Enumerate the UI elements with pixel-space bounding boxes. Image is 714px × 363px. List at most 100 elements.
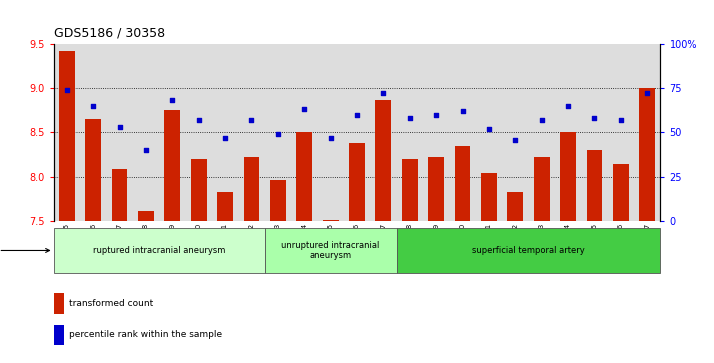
Bar: [608, 44, 634, 221]
Bar: [344, 44, 370, 221]
Bar: [111, 169, 127, 221]
Point: [589, 115, 600, 121]
Bar: [164, 110, 180, 221]
Point: [219, 135, 231, 141]
Point: [563, 103, 574, 109]
Point: [510, 137, 521, 143]
Bar: [508, 192, 523, 221]
Bar: [587, 150, 603, 221]
Text: tissue: tissue: [0, 245, 49, 256]
Bar: [587, 150, 603, 221]
Point: [378, 90, 389, 96]
Bar: [560, 132, 576, 221]
Bar: [323, 220, 338, 221]
Bar: [217, 192, 233, 221]
Text: percentile rank within the sample: percentile rank within the sample: [69, 330, 223, 339]
Point: [246, 117, 257, 123]
Point: [325, 135, 336, 141]
Point: [298, 106, 310, 112]
Bar: [270, 180, 286, 221]
Point: [114, 124, 125, 130]
Bar: [54, 228, 265, 273]
Bar: [54, 325, 64, 345]
Bar: [138, 211, 154, 221]
Bar: [455, 146, 471, 221]
Bar: [212, 44, 238, 221]
Bar: [238, 44, 265, 221]
Point: [166, 98, 178, 103]
Bar: [402, 159, 418, 221]
Bar: [534, 158, 550, 221]
Point: [193, 117, 204, 123]
Bar: [528, 44, 555, 221]
Bar: [534, 158, 550, 221]
Bar: [349, 143, 365, 221]
Bar: [402, 159, 418, 221]
Bar: [639, 88, 655, 221]
Text: transformed count: transformed count: [69, 299, 154, 308]
Bar: [291, 44, 318, 221]
Bar: [106, 44, 133, 221]
Bar: [370, 44, 396, 221]
Bar: [80, 44, 106, 221]
Bar: [265, 228, 396, 273]
Bar: [502, 44, 528, 221]
Bar: [481, 174, 497, 221]
Bar: [191, 159, 206, 221]
Bar: [270, 180, 286, 221]
Point: [140, 147, 151, 153]
Bar: [265, 44, 291, 221]
Bar: [455, 146, 471, 221]
Bar: [560, 132, 576, 221]
Bar: [133, 44, 159, 221]
Bar: [54, 293, 64, 314]
Bar: [613, 164, 629, 221]
Bar: [376, 99, 391, 221]
Bar: [555, 44, 581, 221]
Point: [87, 103, 99, 109]
Bar: [111, 169, 127, 221]
Bar: [318, 44, 344, 221]
Bar: [138, 211, 154, 221]
Bar: [449, 44, 476, 221]
Point: [272, 131, 283, 137]
Bar: [323, 220, 338, 221]
Point: [61, 87, 72, 93]
Bar: [376, 99, 391, 221]
Bar: [428, 158, 444, 221]
Bar: [296, 132, 312, 221]
Bar: [85, 119, 101, 221]
Bar: [423, 44, 449, 221]
Point: [483, 126, 495, 132]
Bar: [217, 192, 233, 221]
Text: unruptured intracranial
aneurysm: unruptured intracranial aneurysm: [281, 241, 380, 260]
Bar: [476, 44, 502, 221]
Bar: [59, 51, 75, 221]
Bar: [428, 158, 444, 221]
Point: [536, 117, 548, 123]
Bar: [243, 158, 259, 221]
Bar: [581, 44, 608, 221]
Bar: [186, 44, 212, 221]
Bar: [191, 159, 206, 221]
Bar: [164, 110, 180, 221]
Bar: [396, 228, 660, 273]
Bar: [639, 88, 655, 221]
Text: GDS5186 / 30358: GDS5186 / 30358: [54, 27, 165, 40]
Bar: [481, 174, 497, 221]
Point: [457, 108, 468, 114]
Point: [404, 115, 416, 121]
Bar: [396, 44, 423, 221]
Bar: [243, 158, 259, 221]
Bar: [159, 44, 186, 221]
Bar: [634, 44, 660, 221]
Point: [642, 90, 653, 96]
Bar: [54, 44, 80, 221]
Text: ruptured intracranial aneurysm: ruptured intracranial aneurysm: [93, 246, 226, 255]
Point: [351, 112, 363, 118]
Bar: [349, 143, 365, 221]
Bar: [85, 119, 101, 221]
Bar: [613, 164, 629, 221]
Text: superficial temporal artery: superficial temporal artery: [472, 246, 585, 255]
Point: [615, 117, 627, 123]
